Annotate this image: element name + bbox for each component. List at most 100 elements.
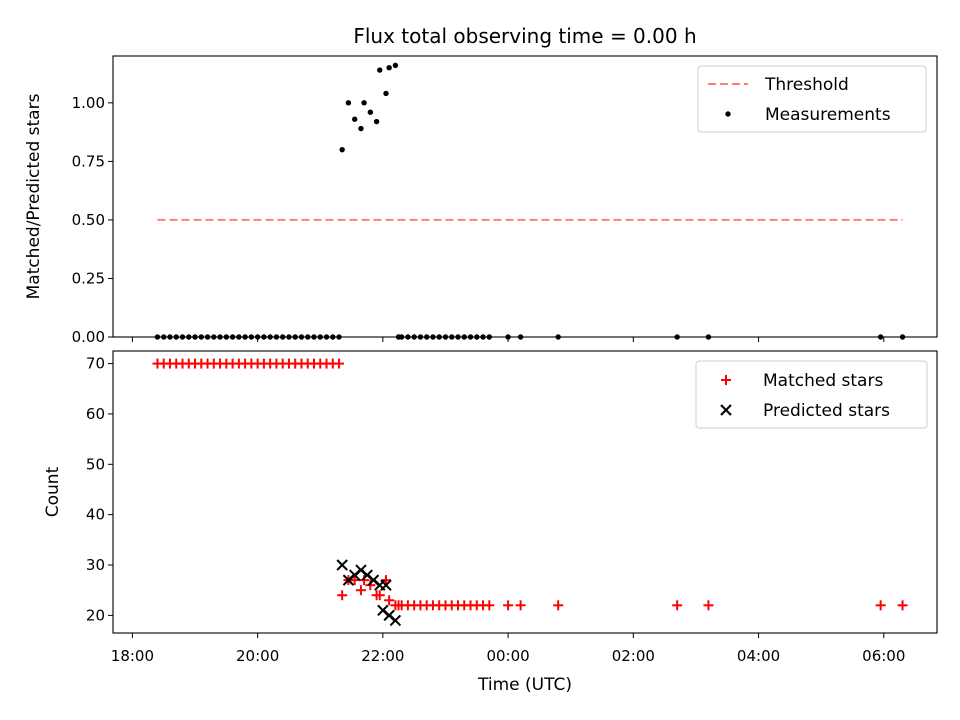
matched-star-marker bbox=[337, 590, 348, 601]
predicted-star-marker bbox=[336, 559, 348, 571]
measurement-point bbox=[417, 334, 424, 340]
y-tick-label: 1.00 bbox=[72, 94, 105, 112]
y-tick-label: 0.50 bbox=[72, 211, 105, 229]
measurement-point bbox=[204, 334, 211, 340]
legend: Matched stars Predicted stars bbox=[695, 360, 928, 429]
matched-star-marker bbox=[553, 600, 564, 611]
measurement-point bbox=[223, 334, 230, 340]
measurement-point bbox=[367, 109, 374, 115]
y-tick-label: 0.00 bbox=[72, 328, 105, 346]
measurement-point bbox=[377, 67, 383, 73]
legend-box bbox=[695, 360, 928, 429]
legend-matched-swatch bbox=[721, 375, 731, 385]
measurement-point bbox=[455, 334, 461, 340]
measurement-point bbox=[430, 334, 436, 340]
marker-d2 bbox=[377, 604, 389, 617]
x-tick-label: 02:00 bbox=[612, 647, 655, 665]
measurement-point bbox=[323, 334, 330, 340]
matched-star-marker bbox=[334, 358, 345, 369]
marker-d2 bbox=[367, 574, 380, 586]
y-axis-label: Count bbox=[43, 466, 63, 517]
measurement-point bbox=[486, 334, 493, 340]
predicted-star-marker bbox=[389, 614, 402, 627]
x-tick-label: 00:00 bbox=[486, 647, 529, 665]
measurement-point bbox=[339, 146, 345, 153]
bottom-panel: 20 30 40 50 60 70 18:00 20:00 22:00 00:00 02:00 04:… bbox=[43, 350, 938, 695]
x-tick-label: 22:00 bbox=[361, 647, 404, 665]
matched-star-marker bbox=[374, 590, 385, 601]
matched-star-marker bbox=[672, 600, 683, 611]
measurement-point bbox=[330, 334, 336, 340]
measurement-point bbox=[286, 334, 292, 340]
x-tick-label: 20:00 bbox=[236, 647, 279, 665]
measurement-point bbox=[198, 334, 204, 340]
matched-star-marker bbox=[359, 575, 370, 586]
marker-d2 bbox=[389, 614, 402, 627]
matched-star-marker bbox=[349, 575, 360, 586]
measurement-point bbox=[705, 334, 712, 340]
measurement-point bbox=[474, 334, 480, 340]
measurement-point bbox=[292, 334, 298, 340]
measurement-point bbox=[467, 334, 474, 340]
measurement-point bbox=[674, 334, 680, 340]
measurement-point bbox=[461, 334, 467, 340]
measurement-point bbox=[436, 334, 442, 340]
series-measurements bbox=[154, 62, 906, 340]
measurement-point bbox=[254, 334, 261, 340]
y-tick-label: 0.25 bbox=[72, 269, 105, 287]
measurement-point bbox=[383, 90, 389, 97]
measurement-point bbox=[173, 334, 179, 340]
measurement-point bbox=[242, 334, 248, 340]
measurement-point bbox=[167, 334, 173, 340]
measurement-point bbox=[267, 334, 273, 340]
matched-star-marker bbox=[875, 600, 886, 611]
measurement-point bbox=[236, 334, 242, 340]
marker-d2 bbox=[720, 404, 732, 416]
measurement-point bbox=[405, 334, 411, 340]
y-tick-label: 20 bbox=[86, 606, 105, 624]
measurement-point bbox=[877, 334, 884, 340]
matched-star-marker bbox=[515, 600, 526, 611]
y-tick-label: 60 bbox=[86, 405, 105, 423]
measurement-point bbox=[361, 100, 367, 106]
measurement-point bbox=[517, 334, 524, 340]
matched-star-marker bbox=[503, 600, 514, 611]
marker-d2 bbox=[355, 564, 367, 576]
measurement-point bbox=[217, 334, 223, 340]
legend-predicted-label: Predicted stars bbox=[763, 401, 890, 421]
measurement-point bbox=[398, 334, 405, 340]
measurement-point bbox=[179, 334, 186, 340]
y-tick-label: 40 bbox=[86, 506, 105, 524]
measurement-point bbox=[273, 334, 280, 340]
matched-star-marker bbox=[380, 575, 391, 586]
measurement-point bbox=[423, 334, 430, 340]
matched-star-marker bbox=[365, 580, 376, 591]
matched-star-marker bbox=[384, 595, 395, 606]
measurement-point bbox=[248, 334, 255, 340]
measurement-point bbox=[336, 334, 342, 340]
measurement-point bbox=[480, 334, 486, 340]
marker-d2 bbox=[380, 579, 392, 591]
axes-frame bbox=[112, 350, 938, 634]
legend-measurements-swatch bbox=[725, 111, 731, 117]
y-tick-label: 70 bbox=[86, 355, 105, 373]
legend-predicted-swatch bbox=[720, 404, 732, 416]
measurement-point bbox=[305, 334, 311, 340]
series-predicted-stars bbox=[336, 559, 402, 627]
legend-threshold-label: Threshold bbox=[764, 75, 849, 95]
predicted-star-marker bbox=[380, 579, 392, 591]
measurement-point bbox=[311, 334, 317, 340]
legend-measurements-label: Measurements bbox=[765, 105, 891, 125]
x-axis-label: Time (UTC) bbox=[477, 675, 572, 695]
x-tick-label: 18:00 bbox=[111, 647, 154, 665]
top-panel: 0.00 0.25 0.50 0.75 1.00 Matched/Predicted st… bbox=[24, 55, 938, 346]
measurement-point bbox=[358, 125, 364, 132]
matched-star-marker bbox=[703, 600, 714, 611]
y-tick-label: 0.75 bbox=[72, 152, 105, 170]
legend: Threshold Measurements bbox=[697, 65, 927, 133]
measurement-point bbox=[161, 334, 167, 340]
measurement-point bbox=[411, 334, 417, 340]
measurement-point bbox=[899, 334, 906, 340]
matched-star-marker bbox=[355, 585, 366, 596]
measurement-point bbox=[442, 334, 449, 340]
